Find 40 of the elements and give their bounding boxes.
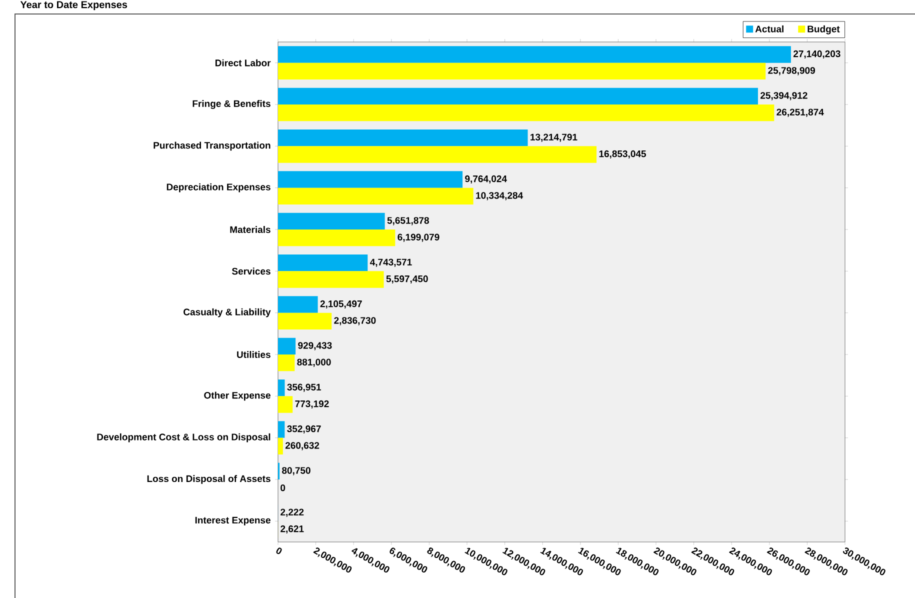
data-label: 27,140,203 [793,50,840,59]
data-label: 2,836,730 [334,317,376,326]
data-label: 929,433 [298,342,332,350]
y-tick-label: Services [232,268,270,275]
data-label: 25,798,909 [768,67,815,76]
y-tick-label: Other Expense [204,392,270,401]
data-label: 16,853,045 [599,150,646,159]
data-label: 4,743,571 [370,258,412,267]
text: Year to Date Expenses [20,1,128,10]
data-label: 2,621 [280,525,304,534]
y-tick-label: Depreciation Expenses [166,183,270,192]
y-tick-label: Utilities [237,350,270,358]
y-tick-label: Purchased Transportation [154,142,270,151]
y-tick-label: Loss on Disposal of Assets [147,475,270,484]
data-label: 881,000 [297,358,331,367]
legend-label: Actual [755,25,784,32]
data-label: 13,214,791 [530,134,578,142]
y-tick-label: Materials [230,226,270,233]
data-label: 5,651,878 [387,217,429,226]
data-label: 260,632 [285,442,320,450]
data-label: 80,750 [282,467,310,476]
data-label: 26,251,874 [776,108,824,117]
data-label: 5,597,450 [386,275,428,284]
data-label: 25,394,912 [760,92,808,100]
y-tick-label: Interest Expense [195,516,270,526]
data-label: 0 [280,484,286,492]
data-label: 2,222 [280,508,304,517]
data-label: 9,764,024 [465,175,507,184]
y-tick-label: Development Cost & Loss on Disposal [97,433,270,442]
data-label: 2,105,497 [320,300,362,309]
y-tick-label: Direct Labor [215,59,271,66]
data-label: 6,199,079 [398,234,440,242]
x-tick-label: 0 [276,548,282,554]
y-tick-label: Fringe & Benefits [192,100,270,109]
y-tick-label: Casualty & Liability [184,308,271,318]
data-label: 352,967 [287,425,321,434]
data-label: 773,192 [295,400,329,409]
data-label: 10,334,284 [476,192,524,200]
legend-label: Budget [808,25,840,34]
data-label: 356,951 [287,384,322,392]
